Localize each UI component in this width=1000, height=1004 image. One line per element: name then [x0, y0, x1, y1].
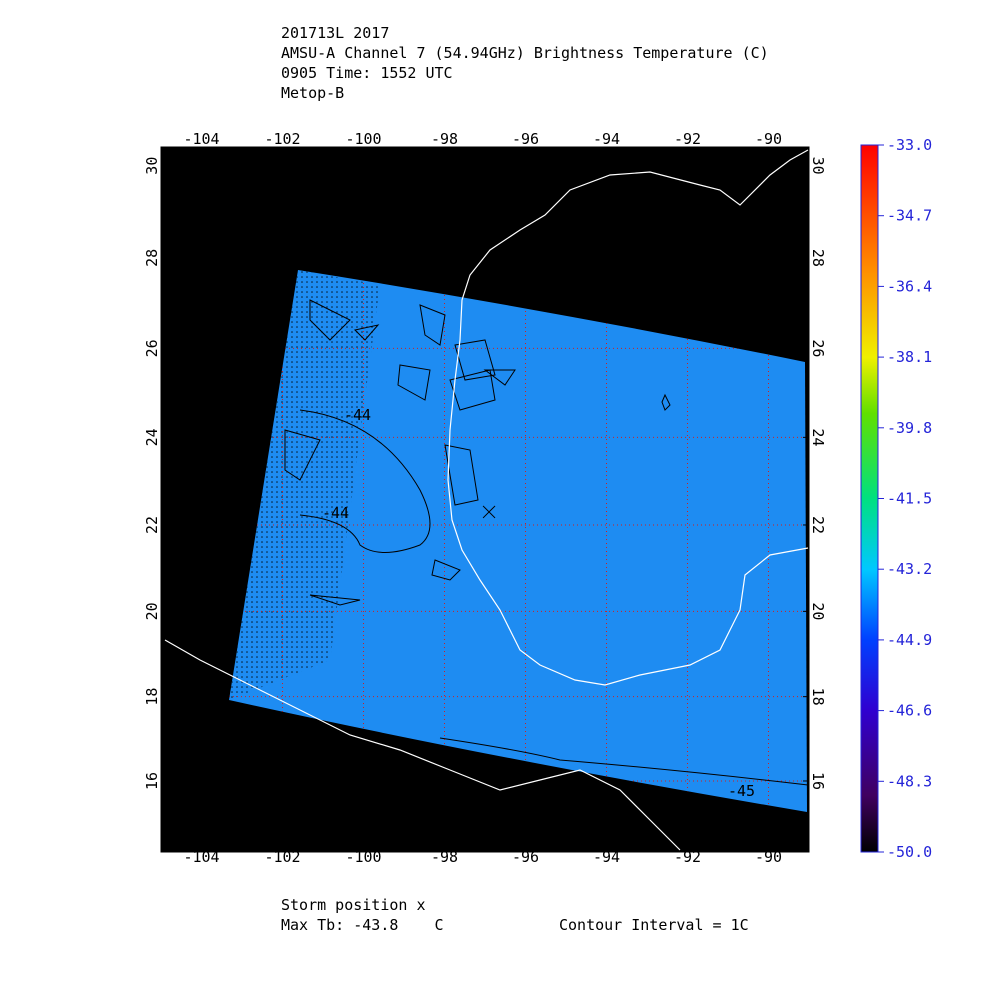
lon-label: -90 [755, 848, 782, 866]
lon-label: -94 [593, 130, 620, 148]
storm-position [482, 505, 496, 519]
lat-label: 26 [809, 339, 827, 357]
lon-label: -98 [431, 130, 458, 148]
lat-label: 24 [809, 428, 827, 446]
colorbar-label: -38.1 [887, 348, 932, 366]
header-line: 0905 Time: 1552 UTC [281, 64, 453, 82]
colorbar [860, 144, 879, 853]
map-axes: -104 -104 -102 -102 -100 -100 -98 -98 -96 -96 -94 -… [143, 130, 827, 866]
colorbar-label: -46.6 [887, 702, 932, 720]
lat-label: 30 [143, 157, 161, 175]
colorbar-label: -43.2 [887, 560, 932, 578]
lon-label: -104 [183, 130, 219, 148]
lon-label: -92 [674, 848, 701, 866]
colorbar-label: -36.4 [887, 277, 932, 295]
lat-label: 24 [143, 428, 161, 446]
lon-label: -102 [264, 130, 300, 148]
lon-label: -96 [512, 848, 539, 866]
lat-label: 20 [143, 602, 161, 620]
lon-label: -94 [593, 848, 620, 866]
lon-label: -92 [674, 130, 701, 148]
lon-label: -98 [431, 848, 458, 866]
lat-label: 18 [809, 688, 827, 706]
lon-label: -100 [345, 130, 381, 148]
lat-label: 30 [809, 157, 827, 175]
lat-label: 28 [143, 249, 161, 267]
grid [229, 270, 807, 812]
header-line: 201713L 2017 [281, 24, 389, 42]
contour-label: -44 [344, 406, 371, 424]
lat-label: 16 [143, 772, 161, 790]
colorbar-label: -34.7 [887, 207, 932, 225]
colorbar-label: -44.9 [887, 631, 932, 649]
lon-label: -90 [755, 130, 782, 148]
footer-text: Storm position x [281, 896, 426, 914]
colorbar-axis: -33.0 -34.7 -36.4 -38.1 -39.8 -41.5 -43.2 -44.9… [878, 136, 932, 861]
colorbar-label: -39.8 [887, 419, 932, 437]
map-frame [160, 146, 810, 853]
lat-label: 22 [143, 516, 161, 534]
lat-label: 26 [143, 339, 161, 357]
header: 201713L 2017 AMSU-A Channel 7 (54.94GHz)… [281, 24, 769, 102]
header-line: Metop-B [281, 84, 344, 102]
colorbar-label: -41.5 [887, 490, 932, 508]
lat-label: 22 [809, 516, 827, 534]
footer-text: Contour Interval = 1C [559, 916, 749, 934]
lon-label: -96 [512, 130, 539, 148]
lon-label: -100 [345, 848, 381, 866]
lat-label: 20 [809, 602, 827, 620]
contours [284, 299, 809, 786]
footer-text: Max Tb: -43.8 C [281, 916, 444, 934]
colorbar-label: -50.0 [887, 843, 932, 861]
colorbar-label: -48.3 [887, 772, 932, 790]
lon-label: -104 [183, 848, 219, 866]
lat-label: 18 [143, 688, 161, 706]
header-line: AMSU-A Channel 7 (54.94GHz) Brightness T… [281, 44, 769, 62]
contour-label: -45 [728, 782, 755, 800]
lon-label: -102 [264, 848, 300, 866]
lat-label: 16 [809, 772, 827, 790]
colorbar-label: -33.0 [887, 136, 932, 154]
swath [229, 270, 807, 812]
coastline [164, 149, 809, 851]
contour-label: -44 [322, 504, 349, 522]
footer: Storm position x Max Tb: -43.8 C Contour… [281, 896, 749, 934]
lat-label: 28 [809, 249, 827, 267]
hatching [229, 270, 380, 700]
